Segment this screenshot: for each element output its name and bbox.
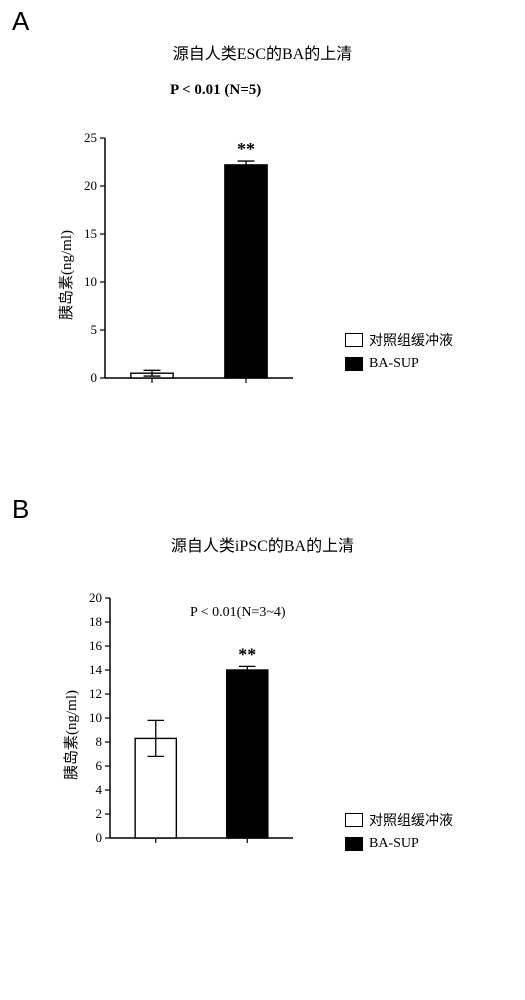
svg-text:20: 20 (84, 178, 97, 193)
panel-b: B 源自人类iPSC的BA的上清 P < 0.01(N=3~4) 0246810… (0, 490, 525, 1000)
svg-text:25: 25 (84, 130, 97, 145)
svg-text:16: 16 (89, 638, 103, 653)
svg-text:2: 2 (96, 806, 103, 821)
svg-text:0: 0 (96, 830, 103, 845)
panel-a: A 源自人类ESC的BA的上清 P < 0.01 (N=5) 0 5 10 15 20 2… (0, 0, 525, 490)
panel-b-label: B (12, 494, 29, 525)
legend-swatch-icon (345, 813, 363, 827)
panel-b-legend: 对照组缓冲液 BA-SUP (345, 810, 453, 858)
legend-swatch-icon (345, 357, 363, 371)
panel-a-title: 源自人类ESC的BA的上清 (173, 40, 353, 64)
svg-text:**: ** (237, 139, 255, 159)
legend-label: BA-SUP (369, 836, 419, 852)
svg-text:0: 0 (91, 370, 98, 385)
svg-text:12: 12 (89, 686, 102, 701)
svg-text:6: 6 (96, 758, 103, 773)
legend-item: BA-SUP (345, 356, 453, 372)
legend-label: BA-SUP (369, 356, 419, 372)
legend-label: 对照组缓冲液 (369, 810, 453, 830)
svg-text:18: 18 (89, 614, 102, 629)
panel-b-title: 源自人类iPSC的BA的上清 (171, 532, 354, 556)
panel-a-legend: 对照组缓冲液 BA-SUP (345, 330, 453, 378)
svg-text:14: 14 (89, 662, 103, 677)
legend-swatch-icon (345, 837, 363, 851)
legend-item: 对照组缓冲液 (345, 810, 453, 830)
legend-item: 对照组缓冲液 (345, 330, 453, 350)
legend-swatch-icon (345, 333, 363, 347)
legend-label: 对照组缓冲液 (369, 330, 453, 350)
panel-a-ylabel: 胰岛素(ng/ml) (55, 230, 76, 320)
svg-text:5: 5 (91, 322, 98, 337)
svg-text:15: 15 (84, 226, 97, 241)
panel-a-pval: P < 0.01 (N=5) (170, 82, 261, 99)
panel-b-chart: 0 2 4 6 8 10 12 14 16 18 20 ** (80, 570, 300, 855)
svg-text:4: 4 (96, 782, 103, 797)
svg-text:**: ** (238, 644, 256, 664)
svg-text:10: 10 (84, 274, 97, 289)
svg-text:8: 8 (96, 734, 103, 749)
panel-a-label: A (12, 6, 29, 37)
legend-item: BA-SUP (345, 836, 453, 852)
svg-text:10: 10 (89, 710, 102, 725)
svg-text:20: 20 (89, 590, 102, 605)
panel-a-chart: 0 5 10 15 20 25 ** (75, 110, 300, 395)
panel-b-ylabel: 胰岛素(ng/ml) (60, 690, 81, 780)
